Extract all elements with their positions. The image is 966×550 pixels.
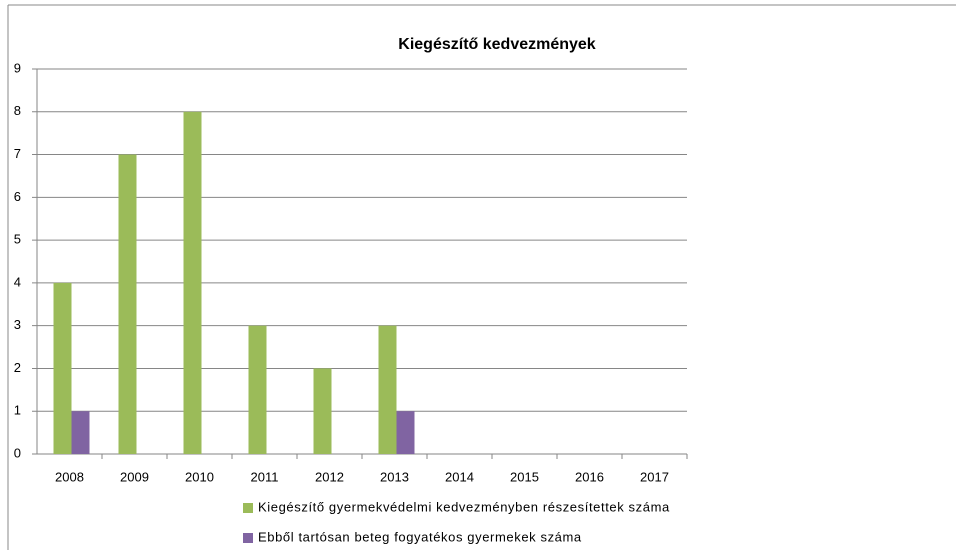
x-tick-label: 2009: [120, 469, 149, 484]
bar: [313, 368, 332, 454]
y-tick-label: 9: [14, 60, 21, 75]
x-tick-label: 2011: [251, 469, 279, 484]
bar: [396, 411, 415, 454]
x-tick-label: 2010: [185, 469, 214, 484]
y-tick-label: 0: [14, 445, 21, 460]
y-tick-label: 6: [14, 189, 21, 204]
y-tick-label: 4: [14, 274, 21, 289]
y-tick-label: 1: [14, 403, 21, 418]
x-tick-label: 2015: [510, 469, 539, 484]
bar: [248, 325, 267, 454]
y-tick-label: 2: [14, 360, 21, 375]
legend-swatch: [243, 533, 253, 543]
chart-title: Kiegészítő kedvezmények: [398, 36, 596, 53]
x-tick-label: 2017: [640, 469, 669, 484]
bar: [183, 111, 202, 455]
bar: [53, 282, 72, 454]
x-tick-label: 2008: [55, 469, 84, 484]
legend-swatch: [243, 503, 253, 513]
y-tick-label: 5: [14, 232, 21, 247]
bar: [118, 154, 137, 455]
x-tick-label: 2013: [380, 469, 409, 484]
x-tick-label: 2014: [445, 469, 474, 484]
bar: [71, 411, 90, 454]
x-tick-label: 2012: [315, 469, 344, 484]
y-tick-label: 3: [14, 317, 21, 332]
y-tick-label: 7: [14, 146, 21, 161]
legend-label: Kiegészítő gyermekvédelmi kedvezményben …: [258, 499, 670, 514]
bar: [378, 325, 397, 454]
y-tick-label: 8: [14, 103, 21, 118]
x-tick-label: 2016: [575, 469, 604, 484]
legend-label: Ebből tartósan beteg fogyatékos gyermeke…: [258, 529, 582, 544]
